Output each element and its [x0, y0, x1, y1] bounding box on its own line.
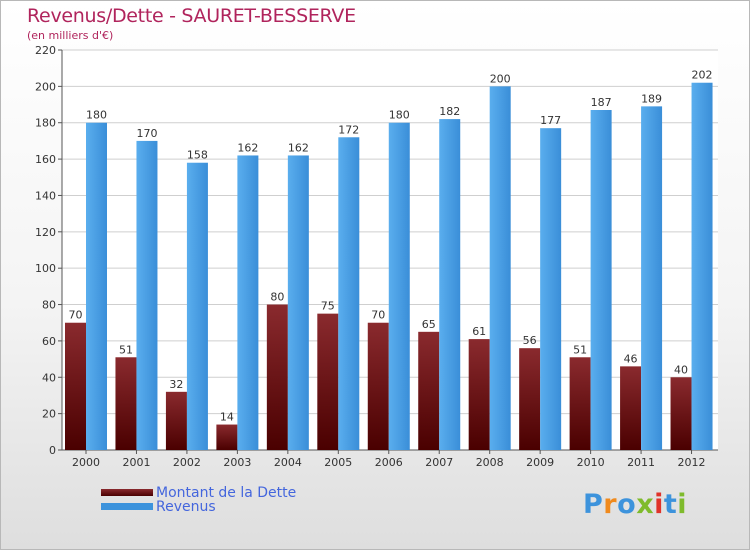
data-label: 70: [371, 309, 385, 322]
bar-dette-2002: [165, 391, 187, 450]
data-label: 162: [237, 141, 258, 154]
x-tick-label: 2008: [476, 456, 504, 469]
y-tick-label: 200: [35, 80, 56, 93]
data-label: 200: [490, 72, 511, 85]
chart-title: Revenus/Dette - SAURET-BESSERVE: [27, 5, 356, 27]
legend-swatch-dette: [101, 489, 153, 496]
bar-revenus-2010: [590, 110, 612, 450]
y-tick-label: 0: [49, 444, 56, 457]
y-tick-label: 80: [42, 299, 56, 312]
x-tick-label: 2004: [274, 456, 302, 469]
legend-label-dette: Montant de la Dette: [156, 485, 297, 501]
y-tick-label: 60: [42, 335, 56, 348]
y-tick-label: 40: [42, 371, 56, 384]
y-tick-label: 120: [35, 226, 56, 239]
data-label: 51: [119, 343, 133, 356]
bar-dette-2000: [65, 322, 86, 450]
bar-revenus-2007: [439, 119, 461, 450]
data-label: 202: [692, 69, 713, 82]
bar-dette-2007: [418, 331, 440, 450]
logo-letter: x: [636, 489, 655, 520]
data-label: 75: [321, 300, 335, 313]
logo-letter: i: [677, 489, 688, 520]
logo-letter: P: [583, 489, 604, 520]
data-label: 180: [86, 109, 107, 122]
bar-dette-2003: [216, 424, 238, 450]
y-tick-label: 20: [42, 408, 56, 421]
x-tick-label: 2003: [223, 456, 251, 469]
data-label: 170: [136, 127, 157, 140]
x-tick-label: 2000: [72, 456, 100, 469]
data-label: 172: [338, 123, 359, 136]
data-label: 56: [523, 334, 537, 347]
legend-swatch-revenus: [101, 503, 153, 510]
data-label: 65: [422, 318, 436, 331]
x-tick-label: 2012: [678, 456, 706, 469]
x-tick-label: 2009: [526, 456, 554, 469]
data-label: 46: [624, 352, 638, 365]
bar-revenus-2003: [237, 155, 259, 451]
x-tick-label: 2011: [627, 456, 655, 469]
bar-dette-2001: [115, 357, 137, 450]
bar-dette-2004: [266, 304, 288, 450]
x-tick-label: 2010: [577, 456, 605, 469]
data-label: 40: [674, 363, 688, 376]
data-label: 61: [472, 325, 486, 338]
logo-letter: o: [617, 489, 637, 520]
data-label: 51: [573, 343, 587, 356]
bar-revenus-2000: [86, 122, 107, 451]
data-label: 32: [169, 378, 183, 391]
data-label: 162: [288, 141, 309, 154]
data-label: 189: [641, 92, 662, 105]
y-tick-label: 180: [35, 117, 56, 130]
logo-letter: i: [654, 489, 664, 520]
data-label: 14: [220, 411, 234, 424]
proxiti-logo: Proxiti: [583, 489, 687, 520]
bar-revenus-2002: [186, 162, 208, 450]
x-tick-label: 2006: [375, 456, 403, 469]
y-tick-label: 140: [35, 189, 56, 202]
bar-revenus-2012: [691, 82, 713, 451]
bar-dette-2005: [317, 313, 339, 450]
legend-label-revenus: Revenus: [156, 499, 216, 515]
y-tick-label: 220: [35, 44, 56, 57]
bar-dette-2012: [670, 377, 692, 450]
bar-revenus-2004: [287, 155, 309, 451]
x-tick-label: 2005: [324, 456, 352, 469]
bar-dette-2009: [519, 348, 541, 450]
data-label: 187: [591, 96, 612, 109]
x-tick-label: 2002: [173, 456, 201, 469]
bar-dette-2008: [468, 339, 490, 450]
data-label: 158: [187, 149, 208, 162]
bar-revenus-2008: [489, 86, 511, 450]
y-tick-label: 160: [35, 153, 56, 166]
y-tick-label: 100: [35, 262, 56, 275]
data-label: 80: [270, 291, 284, 304]
bar-revenus-2009: [540, 128, 562, 450]
bar-revenus-2011: [641, 106, 663, 450]
bar-revenus-2005: [338, 137, 360, 451]
data-label: 177: [540, 114, 561, 127]
bar-dette-2010: [569, 357, 591, 450]
logo-letter: t: [663, 489, 678, 520]
x-tick-label: 2007: [425, 456, 453, 469]
bar-revenus-2001: [136, 140, 158, 450]
data-label: 70: [69, 309, 83, 322]
chart-subtitle: (en milliers d'€): [27, 29, 114, 42]
logo-letter: r: [603, 489, 618, 520]
data-label: 180: [389, 109, 410, 122]
x-tick-label: 2001: [122, 456, 150, 469]
bar-dette-2006: [367, 322, 389, 450]
data-label: 182: [439, 105, 460, 118]
bar-dette-2011: [620, 366, 642, 450]
bar-revenus-2006: [388, 122, 410, 451]
